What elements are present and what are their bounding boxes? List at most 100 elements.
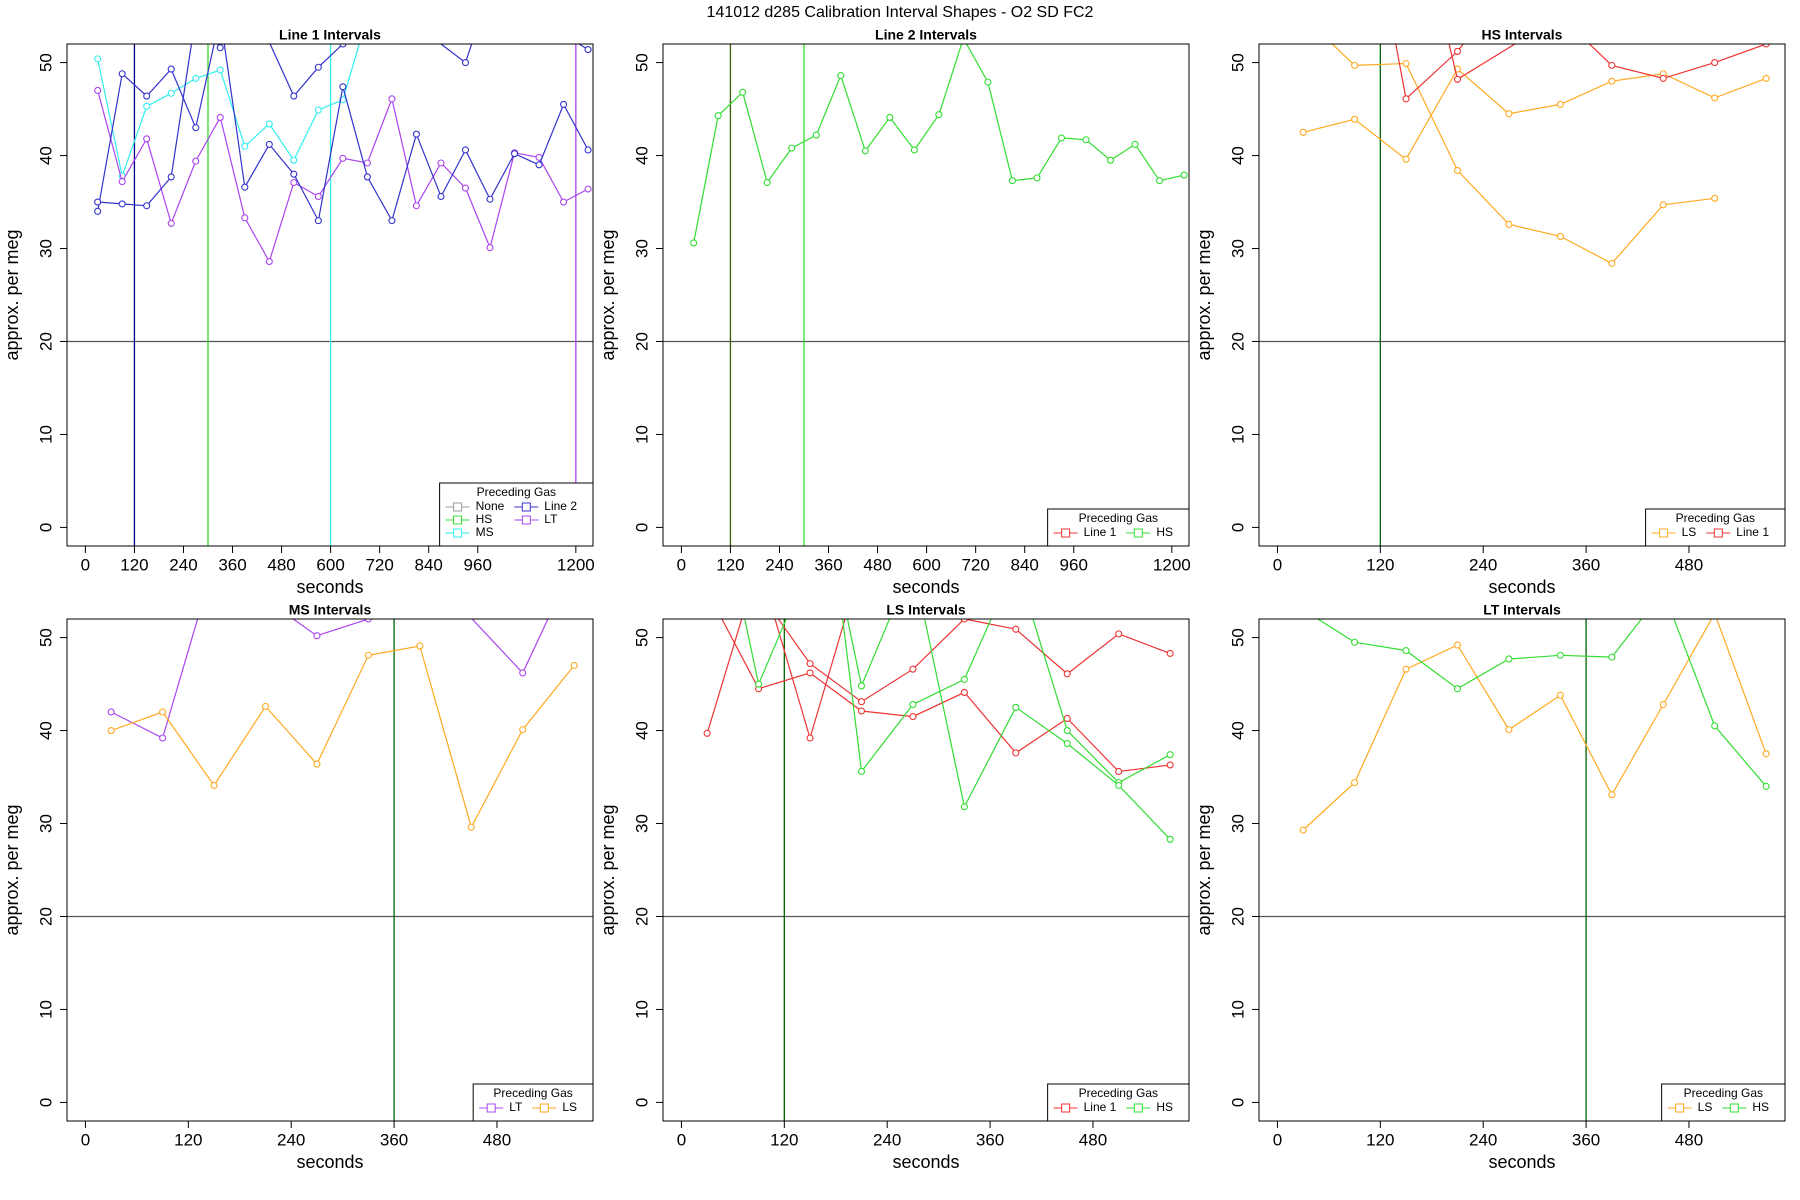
data-point bbox=[886, 113, 894, 121]
series-line bbox=[846, 619, 1171, 840]
series-line bbox=[693, 44, 1185, 244]
plot-frame bbox=[662, 43, 1190, 547]
data-point bbox=[486, 195, 494, 203]
plot-area bbox=[1259, 588, 1785, 1121]
data-point bbox=[1453, 641, 1462, 649]
y-tick-label: 50 bbox=[36, 628, 55, 647]
x-tick-label: 240 bbox=[765, 555, 793, 574]
data-point bbox=[1608, 77, 1616, 85]
data-point bbox=[1012, 625, 1020, 633]
y-tick-label: 50 bbox=[36, 53, 55, 72]
data-point bbox=[570, 661, 578, 670]
y-tick-label: 10 bbox=[632, 425, 651, 444]
data-point bbox=[1659, 74, 1667, 82]
x-tick-label: 120 bbox=[770, 1130, 798, 1149]
y-tick-label: 30 bbox=[1228, 239, 1247, 258]
series-line bbox=[1316, 619, 1767, 787]
y-tick-label: 10 bbox=[36, 1000, 55, 1019]
data-point bbox=[960, 803, 968, 811]
data-point bbox=[1660, 588, 1666, 594]
legend-label: LS bbox=[1682, 525, 1697, 539]
data-point bbox=[1299, 826, 1307, 834]
data-point bbox=[1505, 655, 1513, 663]
x-axis-label: seconds bbox=[892, 1152, 959, 1172]
data-point bbox=[1386, 4, 1392, 10]
data-point bbox=[756, 560, 762, 566]
data-point bbox=[1402, 155, 1410, 163]
data-point bbox=[118, 178, 126, 186]
data-point bbox=[1033, 174, 1041, 182]
data-point bbox=[261, 702, 270, 710]
x-tick-label: 1200 bbox=[557, 555, 595, 574]
x-tick-label: 360 bbox=[1572, 1130, 1600, 1149]
legend-symbol bbox=[521, 515, 531, 525]
y-tick-label: 50 bbox=[1228, 53, 1247, 72]
data-point bbox=[1166, 761, 1174, 769]
data-point bbox=[1453, 166, 1462, 174]
y-tick-label: 30 bbox=[36, 239, 55, 258]
legend-label: Line 1 bbox=[1736, 525, 1769, 539]
legend-entry: Line 1 bbox=[1706, 525, 1769, 539]
y-tick-label: 40 bbox=[36, 146, 55, 165]
data-point bbox=[107, 727, 115, 735]
y-tick-label: 20 bbox=[1228, 332, 1247, 351]
series-line bbox=[97, 44, 360, 179]
data-point bbox=[364, 13, 370, 19]
y-tick-label: 20 bbox=[36, 907, 55, 926]
data-point bbox=[412, 202, 420, 210]
data-point bbox=[388, 217, 396, 225]
legend-entry: MS bbox=[445, 525, 494, 539]
data-point bbox=[1608, 653, 1616, 661]
data-point bbox=[1115, 767, 1123, 776]
x-tick-label: 0 bbox=[677, 1130, 686, 1149]
data-point bbox=[857, 707, 866, 715]
data-point bbox=[690, 239, 698, 247]
data-point bbox=[1608, 791, 1616, 799]
legend-label: LS bbox=[1698, 1100, 1713, 1114]
data-point bbox=[437, 192, 445, 201]
data-point bbox=[704, 588, 710, 594]
data-point bbox=[806, 669, 814, 677]
data-point bbox=[216, 44, 224, 52]
data-point bbox=[960, 688, 968, 696]
data-point bbox=[560, 100, 568, 108]
legend-entry: HS bbox=[1126, 525, 1173, 539]
x-tick-label: 0 bbox=[1273, 1130, 1282, 1149]
y-axis-label: approx. per meg bbox=[598, 229, 618, 360]
plot-frame bbox=[66, 618, 594, 1122]
data-point bbox=[763, 178, 771, 187]
data-point bbox=[1762, 44, 1770, 48]
data-point bbox=[756, 560, 762, 566]
data-point bbox=[1299, 128, 1307, 136]
data-point bbox=[167, 65, 175, 73]
legend-title: Preceding Gas bbox=[493, 1086, 572, 1100]
data-point bbox=[703, 729, 711, 737]
data-point bbox=[412, 130, 420, 138]
data-point bbox=[935, 111, 943, 119]
y-tick-label: 0 bbox=[1228, 523, 1247, 532]
data-point bbox=[437, 159, 445, 167]
y-axis-label: approx. per meg bbox=[598, 804, 618, 935]
data-point bbox=[910, 146, 918, 154]
legend-title: Preceding Gas bbox=[477, 485, 556, 499]
y-tick-label: 30 bbox=[632, 239, 651, 258]
data-point bbox=[1063, 740, 1071, 748]
data-point bbox=[1012, 749, 1020, 757]
y-tick-label: 10 bbox=[1228, 425, 1247, 444]
data-point bbox=[584, 146, 592, 154]
legend-entry: LT bbox=[479, 1100, 523, 1114]
legend-label: HS bbox=[1752, 1100, 1769, 1114]
data-point bbox=[806, 660, 814, 668]
data-point bbox=[167, 89, 175, 97]
legend-label: LS bbox=[562, 1100, 577, 1114]
data-point bbox=[1115, 781, 1123, 789]
y-tick-label: 0 bbox=[1228, 1098, 1247, 1107]
data-point bbox=[364, 651, 372, 659]
data-point bbox=[1711, 59, 1719, 67]
data-point bbox=[755, 680, 763, 688]
y-tick-label: 10 bbox=[632, 1000, 651, 1019]
x-tick-label: 360 bbox=[1572, 555, 1600, 574]
data-point bbox=[416, 642, 424, 650]
